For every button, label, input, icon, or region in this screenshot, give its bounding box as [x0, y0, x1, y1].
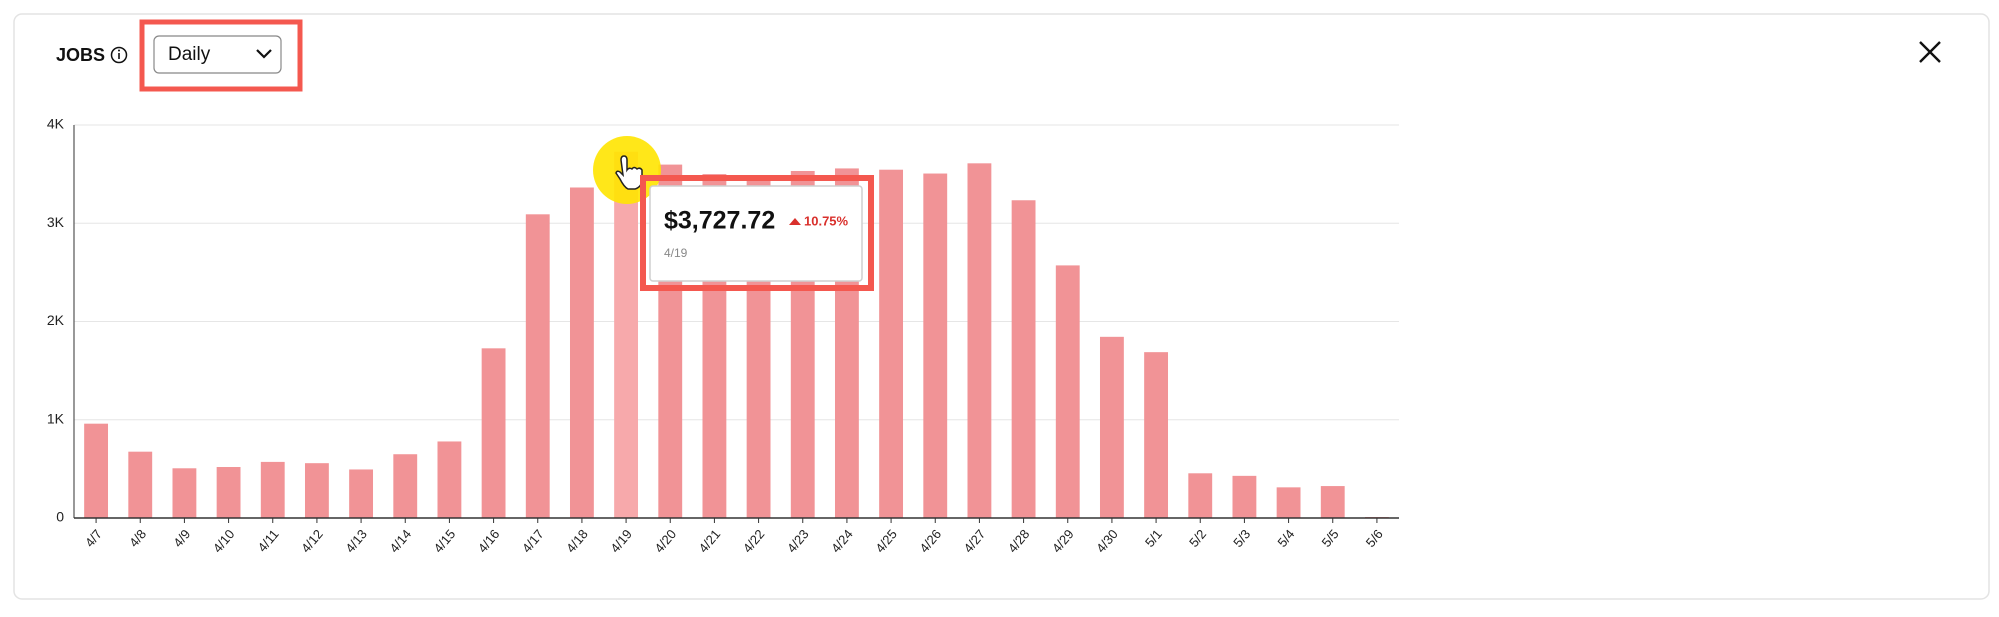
bar: [923, 173, 948, 518]
y-tick-label: 1K: [47, 410, 65, 426]
tooltip-box: [649, 185, 863, 282]
bar: [437, 441, 462, 518]
y-tick-label: 4K: [47, 116, 65, 132]
tooltip-value: $3,727.72: [664, 207, 775, 235]
info-icon[interactable]: [110, 46, 128, 64]
period-dropdown[interactable]: Daily: [153, 35, 282, 74]
bar: [84, 423, 109, 518]
change-arrow: [789, 218, 801, 225]
bar: [967, 163, 992, 518]
y-tick-label: 3K: [47, 214, 65, 230]
dropdown-value: Daily: [168, 44, 211, 65]
tooltip-category: 4/19: [664, 246, 688, 260]
bar: [1276, 487, 1301, 518]
bar: [1144, 352, 1169, 518]
bar: [128, 451, 153, 518]
cursor: [615, 155, 643, 190]
annotation-box: [139, 19, 303, 92]
bar: [1099, 336, 1124, 518]
bar: [349, 469, 374, 518]
bar: [879, 169, 904, 519]
bar: [569, 187, 594, 518]
bar: [481, 348, 506, 518]
bar: [1232, 475, 1257, 518]
bar: [525, 214, 550, 518]
tooltip: $3,727.72 10.75% 4/19: [649, 185, 863, 282]
bar: [172, 468, 197, 518]
bar: [260, 461, 285, 518]
tooltip-change: 10.75%: [804, 213, 849, 228]
bar: [1055, 265, 1080, 518]
bar: [216, 467, 241, 518]
annotation-box: [640, 175, 874, 291]
close-button[interactable]: [1919, 41, 1941, 63]
bar: [304, 463, 329, 518]
y-tick-label: 0: [56, 509, 64, 525]
bar: [1320, 486, 1345, 518]
bar: [1011, 200, 1036, 518]
y-tick-label: 2K: [47, 312, 65, 328]
chart-title: JOBS: [56, 45, 105, 65]
card: [13, 13, 1990, 600]
bar: [1188, 473, 1213, 518]
bar: [393, 454, 418, 518]
bar: [614, 151, 639, 518]
